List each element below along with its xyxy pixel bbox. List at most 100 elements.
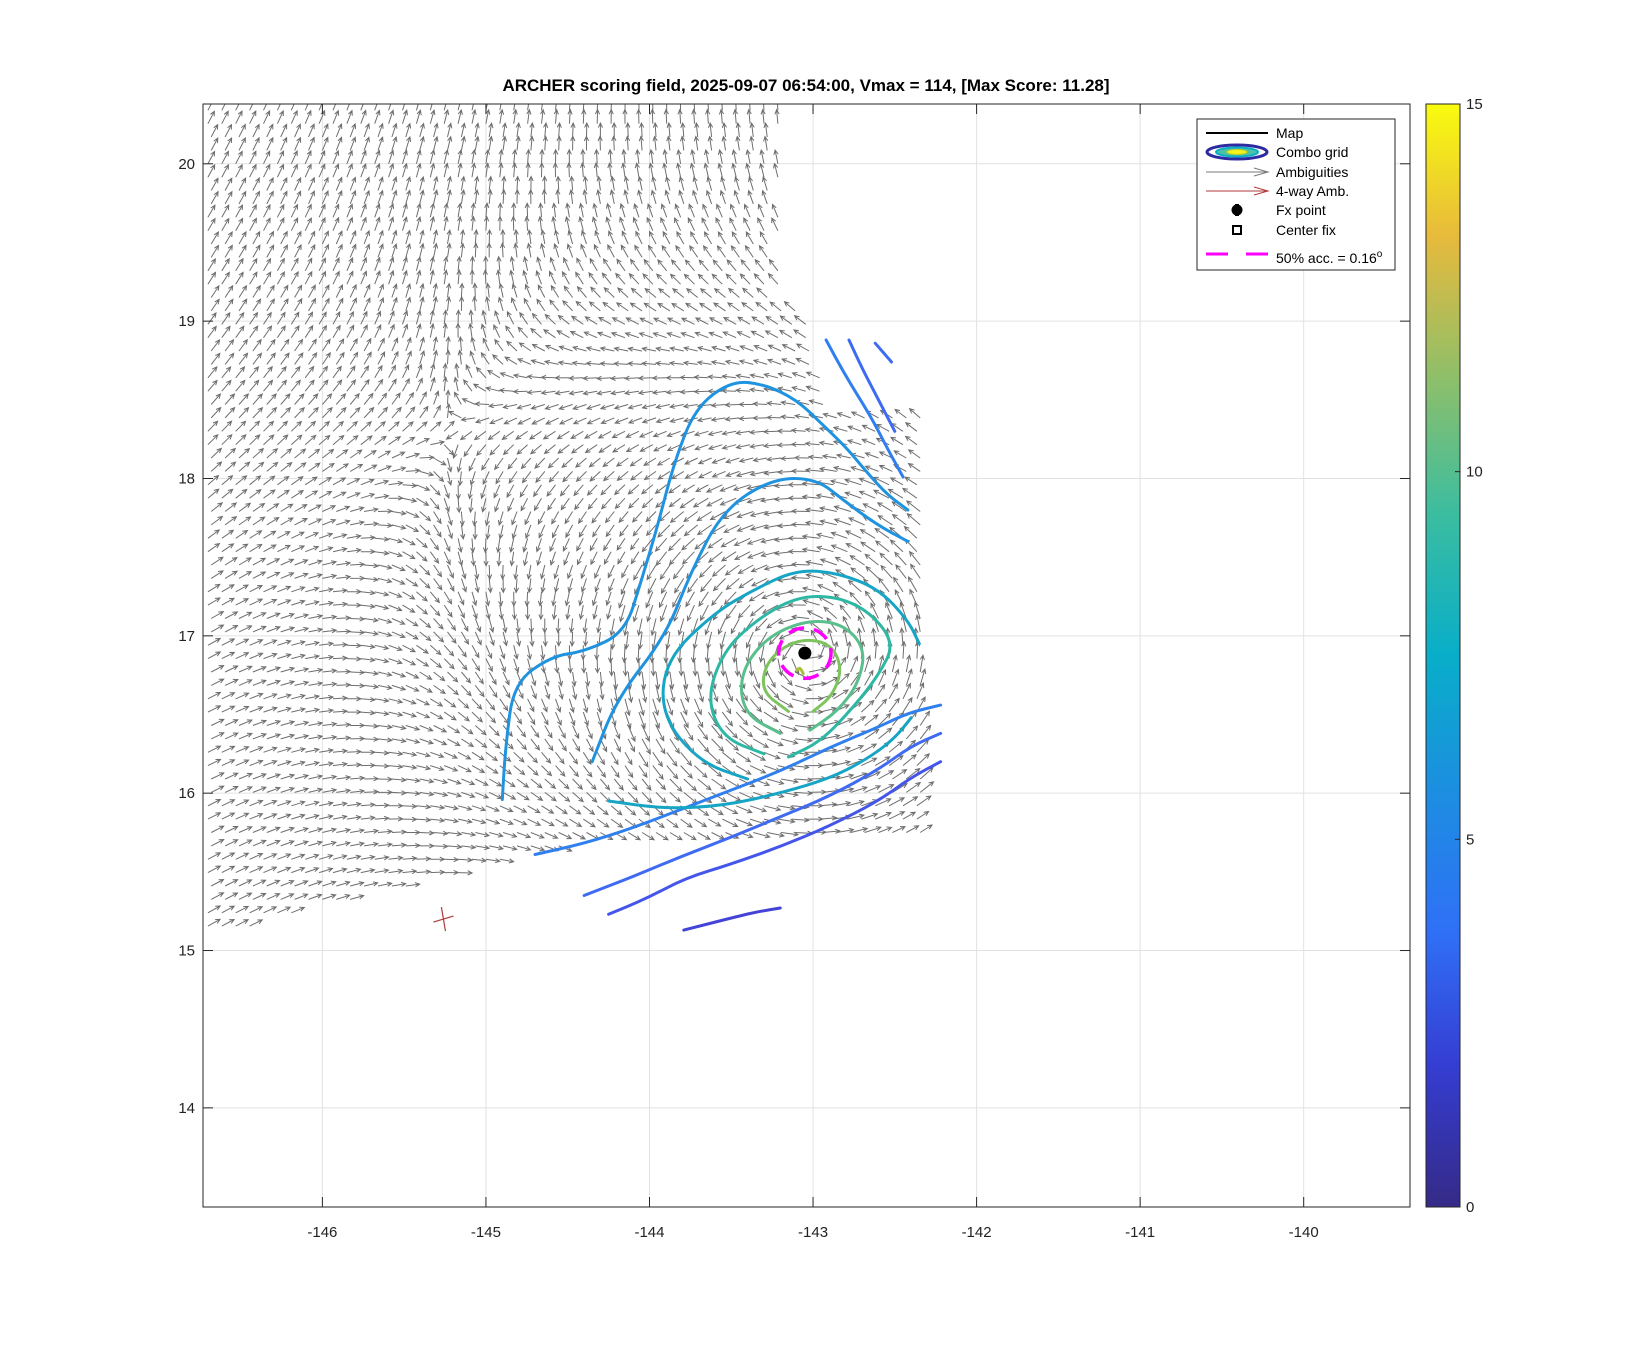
ambiguity-arrow [780,725,799,732]
ambiguity-arrow [458,870,474,876]
ambiguity-arrow [732,645,738,664]
ambiguity-arrow [919,824,933,833]
ambiguity-arrow [207,691,222,700]
ambiguity-arrow [498,591,504,607]
ambiguity-arrow [832,465,851,472]
ambiguity-arrow [790,614,810,620]
ambiguity-arrow [725,685,733,703]
ambiguity-arrow [280,720,296,726]
ambiguity-arrow [322,406,333,419]
ambiguity-arrow [638,698,645,717]
ambiguity-arrow [308,123,315,138]
ambiguity-arrow [781,778,800,784]
ambiguity-arrow [364,723,380,729]
ambiguity-arrow [551,524,560,539]
ambiguity-arrow [524,283,532,298]
ambiguity-arrow [457,108,463,124]
ambiguity-arrow [576,538,584,552]
ambiguity-arrow [235,692,250,700]
ambiguity-arrow [681,537,695,551]
ambiguity-arrow [763,711,780,723]
ambiguity-arrow [583,430,598,439]
ambiguity-arrow [717,148,724,164]
ambiguity-arrow [534,457,546,469]
ambiguity-arrow [627,832,642,841]
ambiguity-arrow [377,243,384,258]
ambiguity-arrow [249,434,261,446]
ambiguity-arrow [585,346,601,352]
ambiguity-arrow [249,257,258,272]
ambiguity-arrow [694,317,709,325]
ambiguity-arrow [291,800,306,807]
ambiguity-arrow [638,135,644,151]
ambiguity-arrow [481,498,487,513]
ambiguity-arrow [221,638,236,646]
ambiguity-arrow [572,404,587,410]
y-tick-label: 17 [178,628,195,645]
ambiguity-arrow [819,519,837,526]
ambiguity-arrow [374,710,390,717]
ambiguity-arrow [494,457,504,471]
ambiguity-arrow [308,448,321,459]
ambiguity-arrow [481,457,490,471]
ambiguity-arrow [391,671,407,678]
ambiguity-arrow [694,444,709,451]
ambiguity-arrow [290,420,303,432]
ambiguity-arrow [374,750,390,756]
ambiguity-arrow [572,778,584,790]
ambiguity-arrow [280,338,290,352]
ambiguity-arrow [487,188,493,204]
ambiguity-arrow [641,832,656,841]
ambiguity-arrow [628,497,640,509]
ambiguity-arrow [332,708,349,715]
ambiguity-arrow [683,685,690,703]
ambiguity-arrow [665,389,681,395]
ambiguity-arrow [513,711,523,725]
ambiguity-arrow [447,844,463,850]
ambiguity-arrow [780,684,796,696]
ambiguity-arrow [847,800,865,807]
ambiguity-arrow [735,104,737,111]
ambiguity-arrow [902,682,911,700]
ambiguity-arrow [757,217,765,231]
ambiguity-arrow [388,149,395,164]
ambiguity-arrow [642,273,654,285]
ambiguity-arrow [724,564,740,576]
ambiguity-arrow [332,216,340,231]
ambiguity-arrow [332,324,341,338]
ambiguity-arrow [582,104,585,111]
ambiguity-arrow [388,644,403,651]
ambiguity-arrow [475,778,489,786]
ambiguity-arrow [252,190,260,205]
ambiguity-arrow [482,337,490,352]
ambiguity-arrow [561,457,573,469]
ambiguity-arrow [470,202,476,218]
ambiguity-arrow [540,242,546,258]
ambiguity-arrow [280,176,288,191]
ambiguity-arrow [488,618,495,634]
ambiguity-arrow [377,737,394,743]
ambiguity-arrow [698,259,709,272]
ambiguity-arrow [655,738,666,755]
ambiguity-arrow [544,685,551,700]
ambiguity-arrow [350,669,366,676]
ambiguity-arrow [756,287,768,298]
ambiguity-arrow [769,301,782,312]
ambiguity-arrow [641,792,653,804]
ambiguity-arrow [823,606,838,619]
ambiguity-arrow [332,109,340,124]
ambiguity-arrow [576,551,584,566]
ambiguity-arrow [790,508,810,514]
ambiguity-arrow [280,298,289,312]
ambiguity-arrow [760,108,766,124]
ambiguity-arrow [836,672,850,686]
ambiguity-arrow [322,774,338,780]
ambiguity-arrow [308,393,319,405]
ambiguity-arrow [502,738,514,750]
ambiguity-arrow [266,626,281,633]
ambiguity-arrow [221,745,236,753]
ambiguity-arrow [280,826,295,833]
ambiguity-arrow [294,626,310,633]
ambiguity-arrow [805,385,820,392]
ambiguity-arrow [280,406,292,419]
